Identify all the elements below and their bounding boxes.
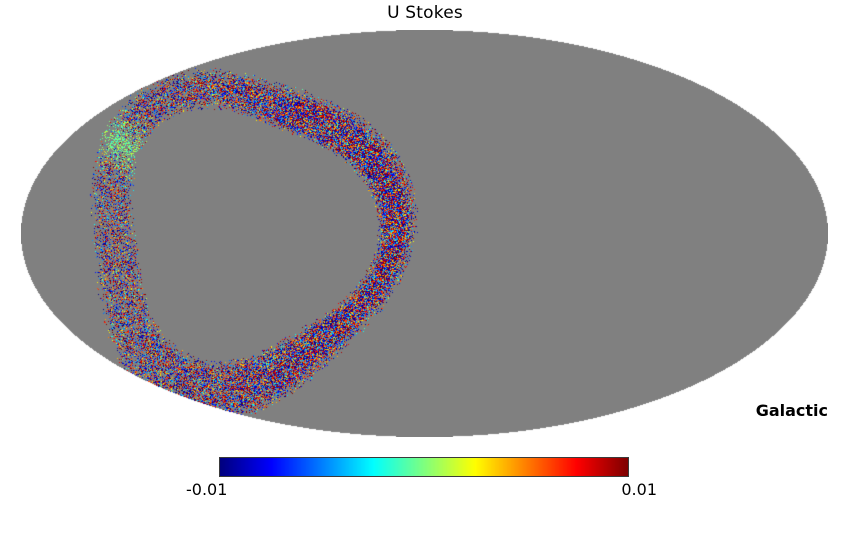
colorbar-min-tick-label: -0.01 (186, 480, 228, 499)
colorbar-gradient (219, 457, 629, 477)
sky-map (21, 30, 828, 437)
colorbar-canvas (220, 458, 628, 476)
coordinate-system-label: Galactic (755, 401, 828, 420)
colorbar-max-tick-label: 0.01 (621, 480, 657, 499)
page-title: U Stokes (387, 3, 463, 23)
mollweide-sky-canvas (21, 30, 828, 437)
colorbar: -0.01 0.01 (186, 457, 657, 505)
